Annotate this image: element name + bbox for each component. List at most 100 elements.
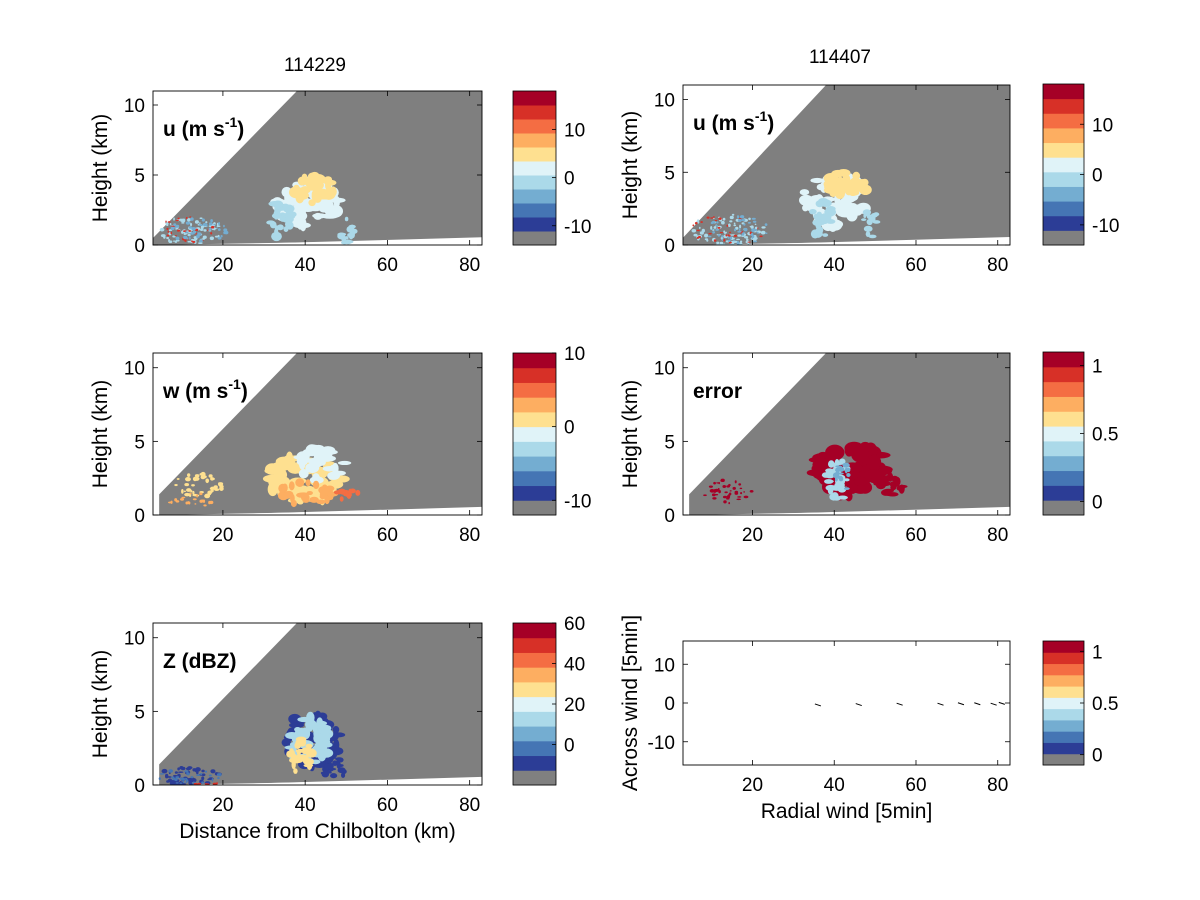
field-cell	[305, 748, 317, 758]
field-cell	[693, 233, 698, 237]
field-cell	[713, 239, 717, 242]
field-cell	[324, 495, 330, 505]
field-cell	[715, 228, 719, 231]
field-cell	[703, 494, 707, 497]
y-tick-label: 0	[664, 506, 675, 527]
field-cell	[721, 220, 725, 225]
field-cell	[216, 227, 218, 229]
field-cell	[839, 185, 846, 196]
field-cell	[211, 778, 214, 782]
colorbar-swatch	[1043, 98, 1084, 114]
field-cell	[186, 772, 190, 776]
colorbar-swatch	[1043, 500, 1084, 516]
field-cell	[169, 222, 172, 226]
field-cell	[738, 228, 741, 231]
x-tick-label: 20	[742, 255, 763, 276]
field-cell	[740, 491, 743, 495]
field-cell	[189, 216, 192, 218]
colorbar: 00.51	[1042, 351, 1118, 516]
field-cell	[194, 228, 199, 232]
field-cell	[706, 239, 709, 242]
annotation-sup: -1	[225, 114, 238, 130]
field-cell	[214, 235, 218, 238]
colorbar-tick-label: 0	[564, 418, 575, 439]
colorbar-tick-label: 20	[564, 695, 585, 716]
field-cell	[165, 220, 167, 223]
panel-annotation: u (m s-1)	[693, 108, 774, 135]
field-cell	[169, 769, 173, 772]
colorbar: 0 20 40 60	[512, 614, 585, 786]
colorbar-swatch	[1043, 674, 1084, 687]
field-cell	[268, 480, 281, 494]
field-cell	[712, 231, 716, 234]
field-cell	[736, 241, 740, 245]
field-cell	[708, 232, 712, 235]
field-cell	[743, 227, 748, 232]
field-cell	[868, 217, 873, 225]
x-tick-label: 60	[905, 525, 926, 546]
field-cell	[728, 492, 732, 496]
field-cell	[192, 476, 198, 482]
colorbar-swatch	[513, 203, 556, 218]
field-cell	[822, 233, 829, 237]
field-cell	[327, 762, 334, 770]
colorbar-swatch	[1043, 697, 1084, 710]
field-cell	[309, 476, 324, 484]
field-cell	[866, 214, 872, 220]
field-cell	[217, 236, 222, 240]
field-cell	[201, 776, 205, 781]
field-cell	[201, 218, 205, 222]
field-cell	[863, 469, 885, 479]
scan-wedge	[153, 91, 482, 245]
x-tick-label: 60	[377, 795, 398, 816]
colorbar-swatch	[1043, 411, 1084, 427]
plot-area	[153, 353, 482, 515]
colorbar: 00.51	[1042, 640, 1118, 767]
field-cell	[212, 782, 218, 785]
scan-wedge	[689, 353, 1010, 515]
colorbar-tick-label: 1	[1092, 642, 1103, 663]
field-cell	[727, 223, 731, 228]
colorbar: -10 0 10	[512, 344, 591, 516]
field-cell	[199, 492, 203, 496]
field-cell	[759, 235, 763, 238]
axes-frame	[682, 640, 1011, 766]
colorbar-tick-label: 0.5	[1092, 694, 1118, 715]
x-axis-label: Distance from Chilbolton (km)	[179, 820, 456, 843]
field-cell	[743, 495, 749, 499]
field-cell	[188, 226, 193, 229]
field-cell	[708, 485, 713, 488]
field-cell	[736, 238, 740, 241]
y-tick-label: 10	[654, 359, 675, 380]
field-cell	[729, 490, 732, 492]
field-cell	[305, 743, 313, 749]
field-cell	[339, 496, 344, 502]
y-tick-label: -10	[648, 733, 675, 754]
field-cell	[842, 462, 850, 468]
x-tick-label: 20	[212, 255, 233, 276]
field-cell	[718, 490, 721, 494]
field-cell	[704, 233, 709, 238]
scan-wedge	[159, 623, 482, 785]
field-cell	[318, 201, 331, 213]
field-cell	[880, 489, 891, 496]
field-cell	[181, 777, 186, 781]
field-cell	[211, 225, 215, 229]
field-cell	[718, 217, 722, 220]
field-cell	[274, 205, 281, 215]
colorbar-swatch	[1043, 753, 1084, 766]
colorbar-swatch	[513, 726, 556, 742]
field-cell	[826, 212, 832, 221]
field-cell	[875, 481, 886, 490]
field-cell	[223, 228, 228, 232]
field-cell	[298, 469, 309, 479]
y-tick-label: 5	[134, 166, 145, 187]
colorbar-swatch	[1043, 142, 1084, 158]
field-cell	[813, 213, 821, 220]
field-cell	[861, 218, 867, 222]
x-tick-label: 40	[295, 795, 316, 816]
field-cell	[350, 224, 355, 232]
y-axis-label: Height (km)	[619, 111, 642, 220]
field-cell	[181, 221, 185, 224]
field-cell	[318, 448, 333, 459]
